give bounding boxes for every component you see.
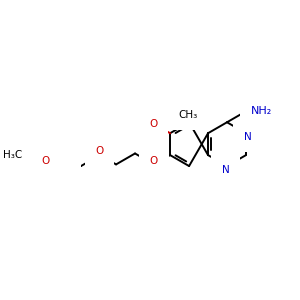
Text: N: N	[222, 165, 230, 175]
Text: O: O	[150, 156, 158, 166]
Text: O: O	[42, 156, 50, 166]
Text: O: O	[96, 146, 104, 157]
Text: N: N	[244, 132, 251, 142]
Text: H₃C: H₃C	[2, 150, 22, 160]
Text: NH₂: NH₂	[251, 106, 273, 116]
Text: CH₃: CH₃	[178, 110, 197, 120]
Text: O: O	[149, 119, 158, 129]
